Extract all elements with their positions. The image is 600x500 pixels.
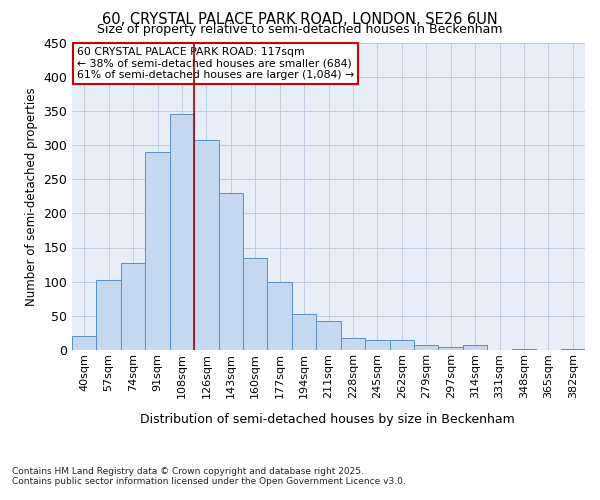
Bar [292,314,316,350]
Text: Distribution of semi-detached houses by size in Beckenham: Distribution of semi-detached houses by … [140,412,514,426]
Text: Contains public sector information licensed under the Open Government Licence v3: Contains public sector information licen… [12,478,406,486]
Text: Size of property relative to semi-detached houses in Beckenham: Size of property relative to semi-detach… [97,22,503,36]
Bar [194,140,218,350]
Bar [97,280,121,350]
Text: 60, CRYSTAL PALACE PARK ROAD, LONDON, SE26 6UN: 60, CRYSTAL PALACE PARK ROAD, LONDON, SE… [102,12,498,28]
Text: 60 CRYSTAL PALACE PARK ROAD: 117sqm
← 38% of semi-detached houses are smaller (6: 60 CRYSTAL PALACE PARK ROAD: 117sqm ← 38… [77,47,355,80]
Bar [268,282,292,350]
Y-axis label: Number of semi-detached properties: Number of semi-detached properties [25,87,38,306]
Bar [72,336,97,350]
Bar [218,193,243,350]
Bar [439,346,463,350]
Bar [414,345,439,350]
Bar [316,322,341,350]
Bar [365,340,389,350]
Text: Contains HM Land Registry data © Crown copyright and database right 2025.: Contains HM Land Registry data © Crown c… [12,468,364,476]
Bar [389,340,414,350]
Bar [243,258,268,350]
Bar [145,152,170,350]
Bar [170,114,194,350]
Bar [121,262,145,350]
Bar [560,348,585,350]
Bar [341,338,365,350]
Bar [463,344,487,350]
